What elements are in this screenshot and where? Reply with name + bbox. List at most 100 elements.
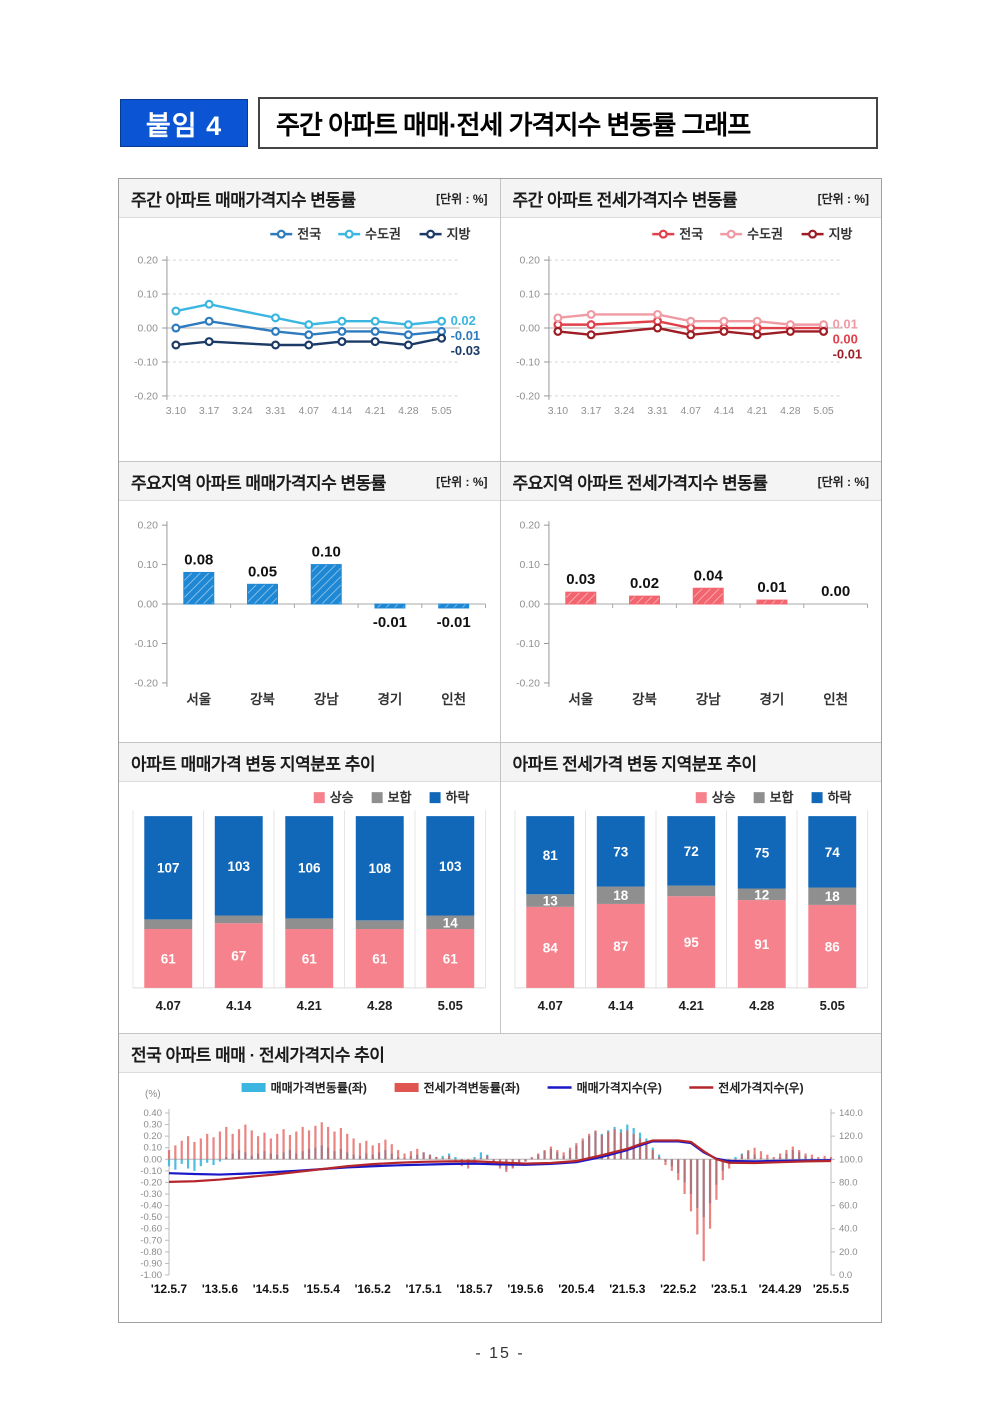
panel-title-bar: 주요지역 아파트 전세가격지수 변동률 [단위 : %] [500,462,881,501]
svg-text:'22.5.2: '22.5.2 [660,1282,697,1296]
data-point [370,316,380,326]
svg-text:61: 61 [302,951,317,966]
bar-인천: -0.01 인천 [437,603,471,707]
bar-인천: 0.00 인천 [821,583,850,707]
plot-area: 0.20 0.10 0.00 -0.10 -0.20 [134,521,487,689]
panel-title-bar: 주요지역 아파트 매매가격지수 변동률 [단위 : %] [119,462,500,501]
svg-text:3.10: 3.10 [547,406,568,417]
panel-title-bar: 아파트 전세가격 변동 지역분포 추이 [500,743,881,782]
svg-text:0.20: 0.20 [519,521,540,532]
stacked-bar-4.07: 84 13 81 4.07 [525,816,574,1013]
data-point [304,340,314,350]
svg-text:80.0: 80.0 [839,1177,858,1188]
unit-label: [단위 : %] [436,474,488,489]
data-point [204,299,214,309]
svg-text:18: 18 [824,889,839,904]
panel-jeonse-price-line: 주간 아파트 전세가격지수 변동률 [단위 : %] 0.20 0.10 0.00-… [500,179,881,461]
bar-서울: 0.08 서울 [183,551,215,707]
svg-text:지방: 지방 [828,227,852,242]
legend: 전국 수도권 지방 [651,227,852,242]
data-point [752,330,762,340]
svg-text:-0.80: -0.80 [140,1247,162,1258]
svg-text:74: 74 [824,845,839,860]
svg-text:4.14: 4.14 [332,406,353,417]
data-point [304,330,314,340]
svg-text:4.28: 4.28 [367,998,392,1013]
svg-text:3.24: 3.24 [232,406,253,417]
series-line-0 [171,316,447,340]
page-number: - 15 - [475,1345,525,1362]
svg-text:수도권: 수도권 [365,227,401,242]
data-point [171,340,181,350]
svg-text:전국: 전국 [679,227,703,242]
svg-text:0.10: 0.10 [144,1143,163,1154]
svg-text:4.21: 4.21 [746,406,767,417]
svg-text:서울: 서울 [568,691,593,707]
svg-text:'15.5.4: '15.5.4 [304,1282,341,1296]
svg-text:0.02: 0.02 [629,575,658,592]
panel-jeonse-distribution-stack: 아파트 전세가격 변동 지역분포 추이 84 13 81 4.07 87 18 73 4.14… [500,743,881,1033]
svg-text:100.0: 100.0 [839,1154,863,1165]
svg-text:0.00: 0.00 [519,324,540,335]
svg-text:4.21: 4.21 [678,998,703,1013]
chart-title: 주요지역 아파트 매매가격지수 변동률 [131,473,386,493]
svg-text:-0.01: -0.01 [832,347,862,362]
svg-text:3.31: 3.31 [647,406,668,417]
chart-title: 주요지역 아파트 전세가격지수 변동률 [512,473,768,493]
svg-text:3.17: 3.17 [199,406,220,417]
legend: 매매가격변동률(좌) 전세가격변동률(좌) 매매가격지수(우) 전세가격지수(우) [241,1080,804,1095]
svg-text:0.00: 0.00 [138,600,159,611]
unit-label: [단위 : %] [817,191,869,206]
svg-text:-0.40: -0.40 [140,1201,162,1212]
bar-강북: 0.02 강북 [628,575,660,707]
svg-text:'24.4.29: '24.4.29 [759,1282,802,1296]
series-line-1 [171,299,447,330]
svg-text:4.14: 4.14 [226,998,252,1013]
panel-title-bar: 아파트 매매가격 변동 지역분포 추이 [119,743,500,782]
svg-text:14: 14 [443,915,458,930]
chart-title: 아파트 전세가격 변동 지역분포 추이 [512,754,758,774]
svg-text:-0.03: -0.03 [451,343,481,358]
svg-text:-0.01: -0.01 [437,614,471,631]
svg-text:서울: 서울 [186,691,211,707]
svg-text:0.05: 0.05 [248,563,277,580]
svg-text:'23.5.1: '23.5.1 [711,1282,748,1296]
data-point [271,326,281,336]
svg-text:-0.50: -0.50 [140,1212,162,1223]
svg-text:72: 72 [683,844,698,859]
svg-text:'14.5.5: '14.5.5 [253,1282,290,1296]
data-point [403,320,413,330]
line-series-1 [168,1139,832,1183]
legend: 전국 수도권 지방 [270,227,471,242]
svg-text:매매가격변동률(좌): 매매가격변동률(좌) [271,1080,367,1095]
stacked-bar-4.28: 61 108 4.28 [355,816,404,1013]
svg-text:전국: 전국 [297,227,321,242]
data-point [204,337,214,347]
svg-text:0.00: 0.00 [821,583,850,600]
data-point [204,316,214,326]
data-point [586,309,596,319]
stacked-bar-4.21: 95 72 4.21 [666,816,715,1013]
national-index-trend-chart: 0.400.300.200.100.00-0.10-0.20-0.30-0.40… [140,1080,863,1296]
svg-text:0.04: 0.04 [693,567,723,584]
svg-text:5.05: 5.05 [431,406,452,417]
data-point [685,316,695,326]
data-point [752,316,762,326]
svg-text:4.14: 4.14 [608,998,634,1013]
svg-text:4.21: 4.21 [365,406,386,417]
jeonse-price-line-chart: 0.20 0.10 0.00 -0.10 -0.20 3.10 3.17 3.24 3.31 4.… [516,227,862,417]
svg-text:0.20: 0.20 [138,521,159,532]
svg-text:81: 81 [542,848,557,863]
bar-경기: 0.01 경기 [755,579,787,707]
bar-강북: 0.05 강북 [247,563,278,707]
svg-text:86: 86 [824,939,839,954]
svg-text:-0.01: -0.01 [373,614,407,631]
bar-경기: -0.01 경기 [373,603,407,707]
svg-text:-0.90: -0.90 [140,1258,162,1269]
svg-text:경기: 경기 [759,691,784,707]
svg-text:(%): (%) [145,1089,161,1100]
svg-text:108: 108 [369,861,392,876]
unit-label: [단위 : %] [436,191,488,206]
svg-text:3.24: 3.24 [614,406,635,417]
svg-text:4.28: 4.28 [398,406,419,417]
